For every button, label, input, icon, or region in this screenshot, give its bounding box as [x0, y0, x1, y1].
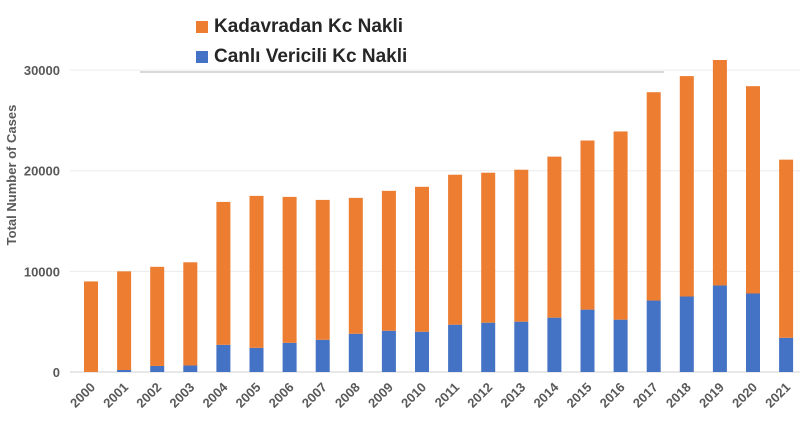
bar-segment-canli-vericili-2007	[315, 339, 330, 372]
bar-segment-kadavradan-2021	[779, 159, 794, 338]
bar-segment-kadavradan-2016	[613, 131, 628, 320]
legend-swatch-kadavradan	[196, 21, 208, 33]
bar-segment-kadavradan-2002	[150, 266, 165, 366]
bars	[84, 60, 794, 372]
legend-label-kadavradan: Kadavradan Kc Nakli	[214, 16, 404, 37]
x-tick-label: 2006	[266, 380, 297, 411]
bar-segment-kadavradan-2000	[84, 281, 98, 372]
bar-segment-canli-vericili-2001	[117, 369, 132, 372]
bar-segment-canli-vericili-2005	[249, 347, 264, 372]
bar-segment-canli-vericili-2020	[746, 293, 760, 372]
bar-segment-canli-vericili-2006	[282, 342, 297, 372]
y-tick-label: 20000	[24, 164, 60, 179]
x-tick-label: 2012	[464, 380, 495, 411]
bar-segment-canli-vericili-2014	[547, 317, 562, 372]
bar-segment-canli-vericili-2015	[580, 309, 595, 372]
x-tick-label: 2020	[729, 380, 760, 411]
bar-segment-kadavradan-2012	[481, 172, 496, 323]
x-tick-label: 2005	[233, 380, 264, 411]
x-tick-label: 2000	[67, 380, 98, 411]
x-tick-label: 2010	[398, 380, 429, 411]
x-tick-label: 2002	[133, 380, 164, 411]
bar-segment-canli-vericili-2010	[415, 331, 429, 372]
bar-segment-canli-vericili-2003	[183, 365, 198, 372]
bar-segment-kadavradan-2005	[249, 195, 264, 348]
legend-swatch-canli-vericili	[196, 51, 208, 63]
bar-segment-canli-vericili-2012	[481, 322, 496, 372]
bar-segment-canli-vericili-2017	[646, 300, 661, 372]
y-tick-label: 0	[53, 365, 60, 380]
legend: Kadavradan Kc Nakli Canlı Vericili Kc Na…	[196, 12, 407, 72]
y-axis-ticks: 0 10000 20000 30000	[24, 63, 60, 380]
bar-segment-canli-vericili-2004	[216, 344, 231, 372]
x-tick-label: 2017	[630, 380, 661, 411]
bar-segment-canli-vericili-2013	[514, 321, 529, 372]
bar-segment-kadavradan-2008	[348, 197, 363, 334]
x-tick-label: 2003	[166, 380, 197, 411]
bar-segment-kadavradan-2007	[315, 199, 330, 340]
x-tick-label: 2015	[564, 380, 595, 411]
x-tick-label: 2019	[696, 380, 727, 411]
bar-segment-kadavradan-2018	[679, 76, 694, 297]
bar-segment-canli-vericili-2019	[712, 285, 727, 372]
legend-item-kadavradan: Kadavradan Kc Nakli	[196, 12, 407, 42]
x-tick-label: 2011	[432, 380, 463, 411]
bar-segment-kadavradan-2001	[117, 271, 132, 370]
bar-segment-kadavradan-2004	[216, 201, 231, 345]
bar-segment-kadavradan-2006	[282, 196, 297, 343]
y-tick-label: 30000	[24, 63, 60, 78]
bar-segment-kadavradan-2013	[514, 169, 529, 322]
x-tick-label: 2013	[497, 380, 528, 411]
x-tick-label: 2016	[597, 380, 628, 411]
x-tick-label: 2021	[762, 380, 793, 411]
y-tick-label: 10000	[24, 264, 60, 279]
x-tick-label: 2007	[299, 380, 330, 411]
bar-segment-canli-vericili-2016	[613, 319, 628, 372]
bar-segment-canli-vericili-2018	[679, 296, 694, 372]
x-tick-label: 2008	[332, 380, 363, 411]
x-tick-label: 2018	[663, 380, 694, 411]
bar-segment-kadavradan-2009	[381, 190, 396, 331]
bar-segment-kadavradan-2010	[415, 186, 429, 332]
bar-segment-kadavradan-2015	[580, 140, 595, 310]
legend-item-canli-vericili: Canlı Vericili Kc Nakli	[196, 42, 407, 72]
legend-label-canli-vericili: Canlı Vericili Kc Nakli	[214, 46, 408, 67]
x-tick-label: 2004	[199, 379, 231, 411]
bar-segment-canli-vericili-2021	[779, 337, 794, 372]
bar-segment-kadavradan-2019	[712, 60, 727, 286]
x-axis-ticks: 2000 2001 2002 2003 2004 2005 2006 2007 2008 2009…	[67, 379, 793, 411]
bar-segment-kadavradan-2003	[183, 262, 198, 366]
bar-segment-kadavradan-2020	[746, 86, 760, 294]
bar-segment-canli-vericili-2009	[381, 330, 396, 372]
x-tick-label: 2009	[365, 380, 396, 411]
bar-segment-kadavradan-2017	[646, 92, 661, 301]
bar-segment-kadavradan-2011	[448, 174, 463, 325]
bar-segment-canli-vericili-2002	[150, 365, 165, 372]
x-tick-label: 2014	[530, 379, 562, 411]
y-axis-title: Total Number of Cases	[4, 105, 19, 246]
x-tick-label: 2001	[100, 380, 131, 411]
bar-segment-kadavradan-2014	[547, 156, 562, 318]
bar-segment-canli-vericili-2011	[448, 324, 463, 372]
bar-segment-canli-vericili-2008	[348, 333, 363, 372]
